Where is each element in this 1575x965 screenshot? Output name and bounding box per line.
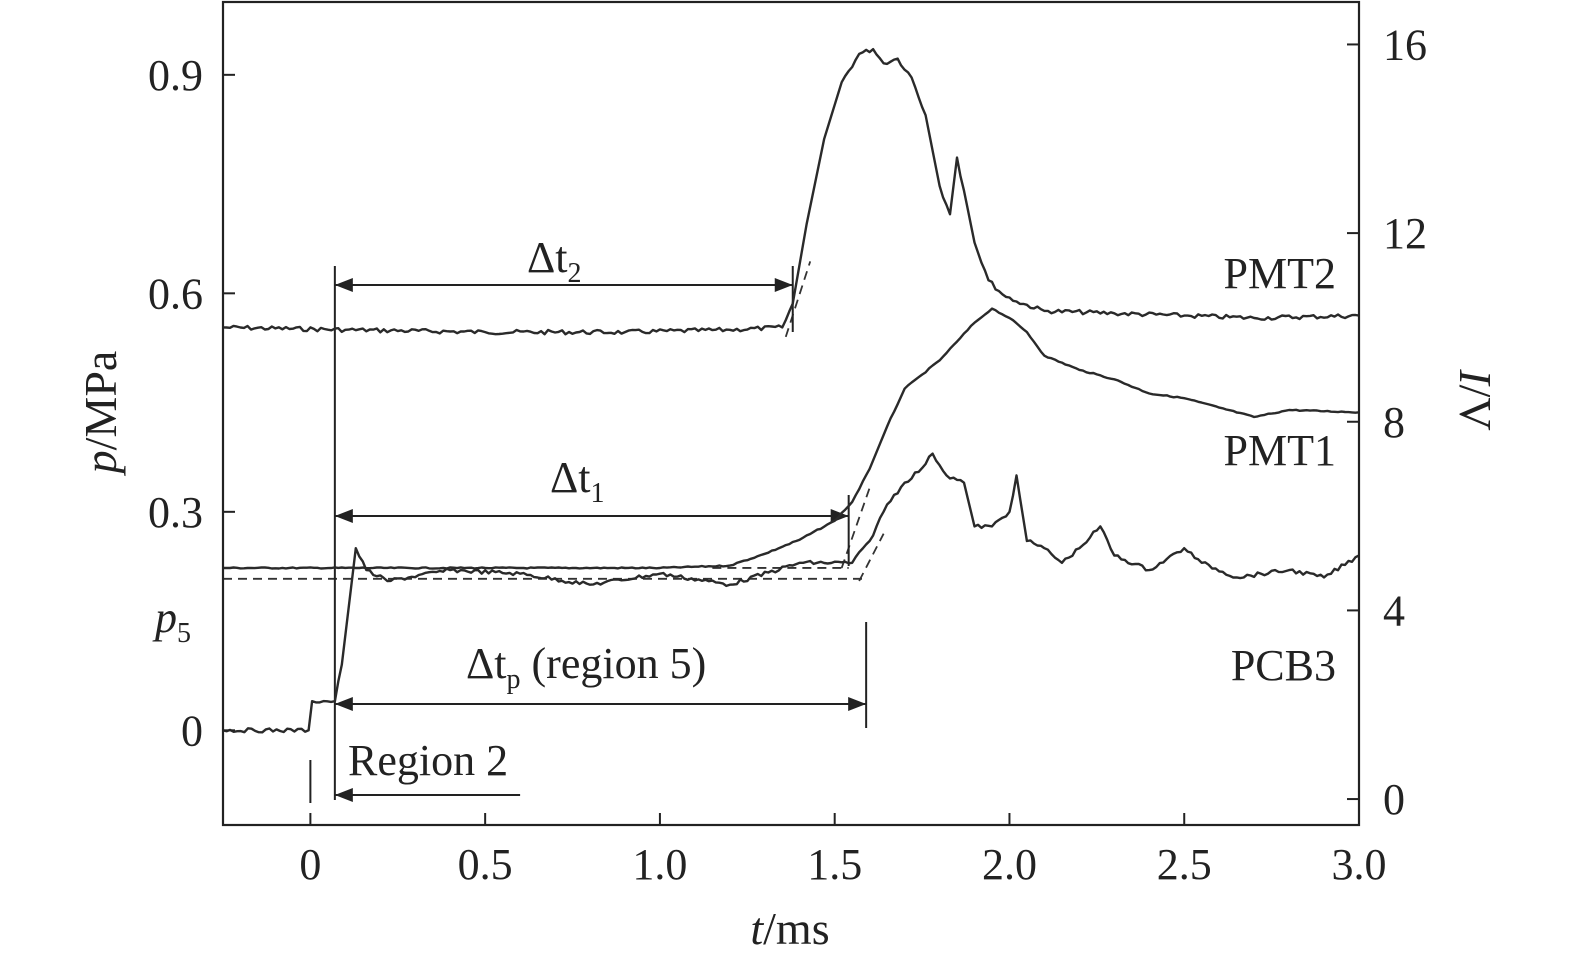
dt1-arrow-head-left <box>334 509 353 523</box>
delta-tp-sub: p <box>507 664 521 695</box>
y-left-axis-unit: /MPa <box>75 351 126 451</box>
y-right-tick-label: 12 <box>1383 209 1427 258</box>
region2-label: Region 2 <box>348 736 508 785</box>
dt2-arrow-head-left <box>334 278 353 292</box>
annotation-layer <box>223 261 885 803</box>
y-right-axis-var: I <box>1450 368 1501 387</box>
delta-t1-sub: 1 <box>591 478 605 509</box>
y-right-tick-label: 4 <box>1383 586 1405 635</box>
y-left-tick-label: 0 <box>181 706 203 755</box>
y-left-axis-var: p <box>75 450 126 476</box>
y-left-tick-label: 0.3 <box>148 488 203 537</box>
series-line-pcb3 <box>222 452 1360 734</box>
y-right-axis-title: I/V <box>1450 368 1501 430</box>
x-axis-title: t/ms <box>750 903 829 954</box>
series-label-pmt2: PMT2 <box>1224 249 1336 298</box>
y-right-tick-label: 8 <box>1383 398 1405 447</box>
series-layer <box>222 48 1360 734</box>
x-tick-label: 0 <box>299 840 321 889</box>
delta-tp-label: Δtp (region 5) <box>466 639 706 695</box>
y-right-tick-label: 16 <box>1383 20 1427 69</box>
p5-label: p5 <box>152 593 191 649</box>
p5-base: p <box>152 593 177 642</box>
plot-frame <box>221 0 1361 827</box>
pmt2-tangent-dashed <box>784 261 812 338</box>
series-label-pmt1: PMT1 <box>1224 426 1336 475</box>
series-label-pcb3: PCB3 <box>1231 641 1336 690</box>
pcb3-tangent-dashed <box>858 533 885 582</box>
y-right-axis-unit: /V <box>1450 385 1501 431</box>
delta-t2-sub: 2 <box>568 258 582 289</box>
x-axis-unit: /ms <box>763 903 829 954</box>
y-left-tick-label: 0.6 <box>148 269 203 318</box>
p5-sub: 5 <box>177 618 191 649</box>
dtp-arrow-head-right <box>848 697 867 711</box>
dtp-arrow-head-left <box>334 697 353 711</box>
dt2-arrow-head-right <box>774 278 793 292</box>
x-tick-label: 1.5 <box>807 840 862 889</box>
x-tick-label: 3.0 <box>1332 840 1387 889</box>
delta-tp-suffix: (region 5) <box>521 639 707 688</box>
region2-arrow-head <box>334 788 353 802</box>
delta-t2-base: Δt <box>527 233 568 282</box>
y-left-tick-label: 0.9 <box>148 51 203 100</box>
y-left-axis-title: p/MPa <box>75 351 126 477</box>
delta-t1-label: Δt1 <box>550 453 605 509</box>
delta-t1-base: Δt <box>550 453 591 502</box>
x-tick-label: 1.0 <box>632 840 687 889</box>
delta-t2-label: Δt2 <box>527 233 582 289</box>
series-line-pmt2 <box>222 48 1360 336</box>
y-right-tick-label: 0 <box>1383 775 1405 824</box>
x-tick-label: 2.5 <box>1157 840 1212 889</box>
series-line-pmt1 <box>223 307 1360 570</box>
x-tick-label: 2.0 <box>982 840 1037 889</box>
x-axis-var: t <box>750 903 764 954</box>
delta-tp-base: Δt <box>466 639 507 688</box>
x-tick-label: 0.5 <box>458 840 513 889</box>
